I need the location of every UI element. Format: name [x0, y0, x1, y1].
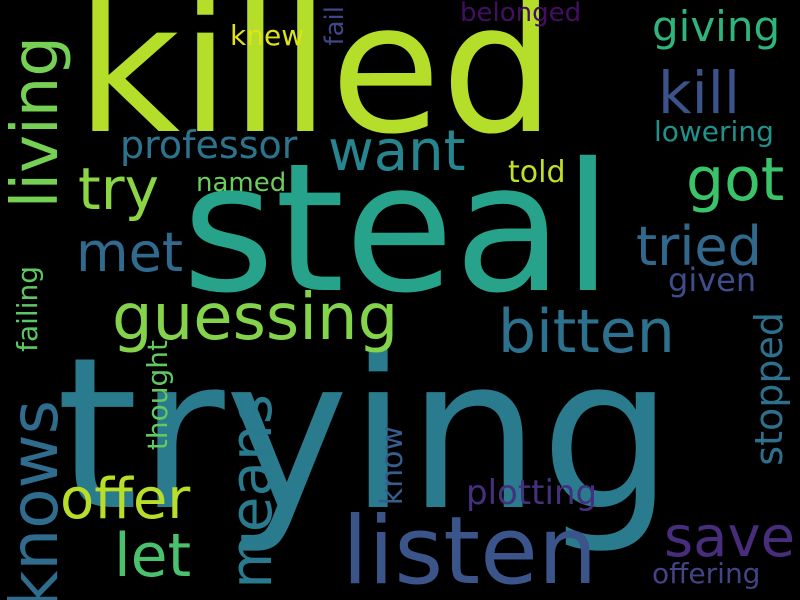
word-guessing: guessing: [112, 281, 399, 355]
word-knew: knew: [230, 19, 305, 52]
word-lowering: lowering: [654, 115, 774, 148]
word-thought: thought: [141, 340, 174, 451]
word-know: know: [375, 426, 410, 506]
word-steal: steal: [182, 125, 613, 332]
word-offering: offering: [652, 557, 761, 590]
word-kill: kill: [658, 59, 740, 127]
word-belonged: belonged: [460, 0, 582, 28]
word-named: named: [196, 168, 287, 198]
word-trying: trying: [56, 312, 674, 557]
word-offer: offer: [60, 467, 191, 532]
word-tried: tried: [636, 215, 762, 278]
word-plotting: plotting: [466, 473, 598, 513]
word-want: want: [328, 119, 466, 184]
word-failing: failing: [11, 266, 44, 352]
word-means: means: [217, 394, 285, 589]
word-let: let: [114, 521, 192, 591]
word-save: save: [664, 505, 796, 570]
word-try: try: [78, 155, 159, 223]
word-stopped: stopped: [747, 312, 791, 466]
word-killed: killed: [76, 0, 556, 174]
word-professor: professor: [120, 123, 298, 167]
word-listen: listen: [342, 497, 598, 600]
word-knows: knows: [0, 400, 73, 600]
word-got: got: [686, 145, 785, 215]
word-fail: fail: [320, 6, 350, 46]
word-giving: giving: [652, 2, 781, 51]
word-given: given: [668, 261, 757, 299]
word-met: met: [76, 221, 183, 284]
word-told: told: [508, 155, 566, 190]
word-bitten: bitten: [498, 297, 675, 367]
word-living: living: [0, 36, 73, 209]
